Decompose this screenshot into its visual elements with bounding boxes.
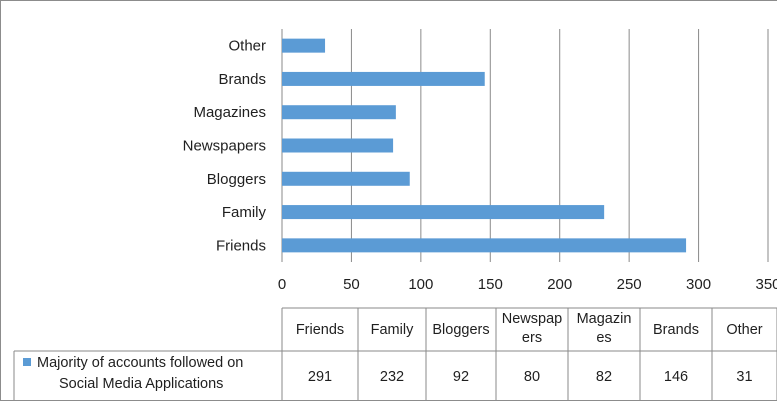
gridlines: [281, 29, 769, 262]
table-value: 80: [524, 369, 540, 385]
table-value: 146: [664, 369, 688, 385]
bars: [282, 38, 687, 253]
table-value: 232: [380, 369, 404, 385]
data-table: Friends Family Bloggers Newspap ers Magazin es…: [13, 307, 777, 400]
bar-family: [282, 205, 605, 220]
x-tick-label: 50: [343, 276, 360, 293]
legend-label-line: Social Media Applications: [59, 376, 223, 392]
table-value: 31: [736, 369, 752, 385]
legend-label-line: Majority of accounts followed on: [37, 355, 243, 371]
x-tick-label: 100: [408, 276, 433, 293]
category-label: Newspapers: [183, 138, 266, 155]
table-value: 92: [453, 369, 469, 385]
bar-friends: [282, 238, 687, 253]
x-tick-label: 200: [547, 276, 572, 293]
category-labels: Friends Family Bloggers Newspapers Magazines…: [183, 38, 267, 255]
bar-magazines: [282, 105, 396, 120]
bar-newspapers: [282, 138, 394, 153]
category-label: Magazines: [193, 104, 266, 121]
table-header: Bloggers: [432, 322, 489, 338]
x-tick-label: 300: [686, 276, 711, 293]
category-label: Family: [222, 204, 267, 221]
x-tick-label: 350: [755, 276, 777, 293]
table-header: Magazin es: [577, 311, 632, 346]
table-header: Brands: [653, 322, 699, 338]
x-axis-tick-labels: 0 50 100 150 200 250 300 350: [278, 276, 777, 293]
bar-bloggers: [282, 171, 410, 186]
table-header: Other: [726, 322, 762, 338]
category-label: Brands: [218, 71, 266, 88]
x-tick-label: 150: [478, 276, 503, 293]
category-label: Bloggers: [207, 171, 266, 188]
table-header: Friends: [296, 322, 344, 338]
category-label: Friends: [216, 237, 266, 254]
legend-key: [23, 358, 31, 366]
x-tick-label: 0: [278, 276, 286, 293]
bar-brands: [282, 71, 485, 86]
table-header: Newspap ers: [502, 311, 562, 346]
table-value: 291: [308, 369, 332, 385]
category-label: Other: [228, 38, 266, 55]
table-header: Family: [371, 322, 414, 338]
x-tick-label: 250: [617, 276, 642, 293]
bar-other: [282, 38, 326, 53]
table-value: 82: [596, 369, 612, 385]
